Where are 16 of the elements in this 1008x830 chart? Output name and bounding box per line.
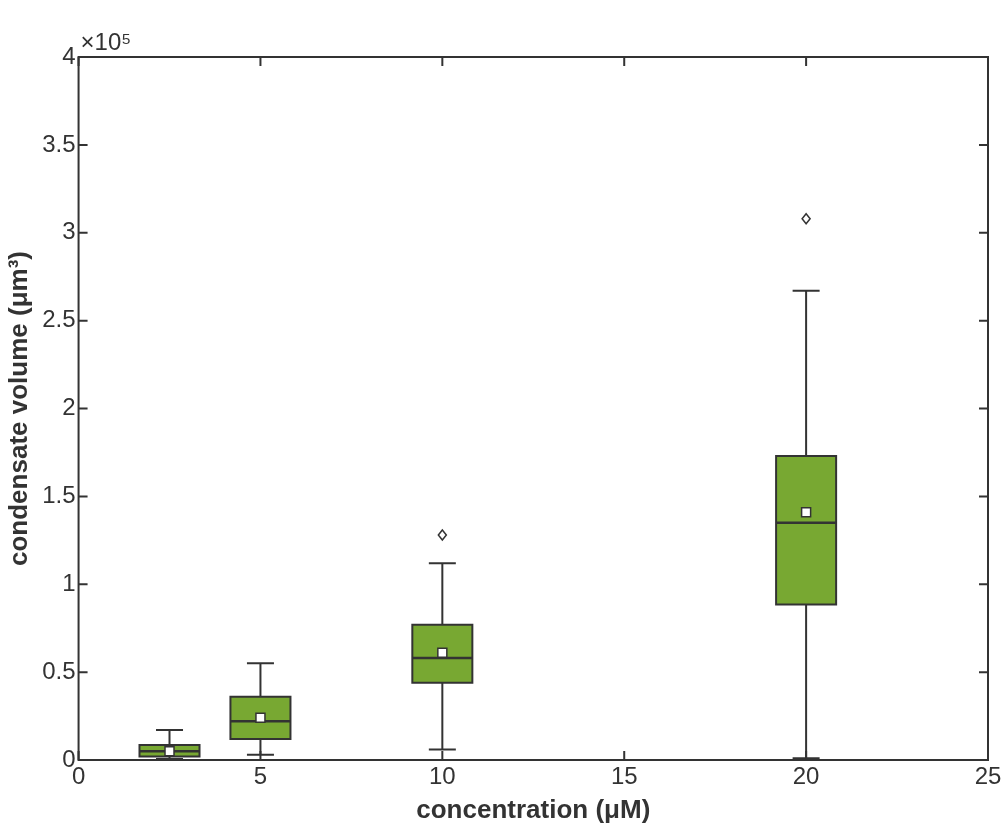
y-tick-label: 0.5 xyxy=(42,656,76,684)
x-tick-label: 10 xyxy=(428,762,456,790)
y-tick-label: 1 xyxy=(62,568,76,596)
y-tick-label: 2.5 xyxy=(42,305,76,333)
x-tick-label: 25 xyxy=(974,762,1002,790)
x-tick-label: 5 xyxy=(253,762,268,790)
x-tick-label: 15 xyxy=(610,762,638,790)
y-tick-label: 1.5 xyxy=(42,481,76,508)
text: ×10⁵ xyxy=(80,27,132,55)
x-tick-label: 20 xyxy=(792,762,820,790)
x-axis-title: concentration (μM) xyxy=(416,793,651,824)
y-tick-label: 3.5 xyxy=(42,129,76,157)
y-tick-label: 2 xyxy=(62,393,76,421)
y-tick-label: 4 xyxy=(62,41,76,69)
y-axis-title: condensate volume (μm³) xyxy=(2,251,33,566)
y-tick-label: 3 xyxy=(62,217,76,245)
